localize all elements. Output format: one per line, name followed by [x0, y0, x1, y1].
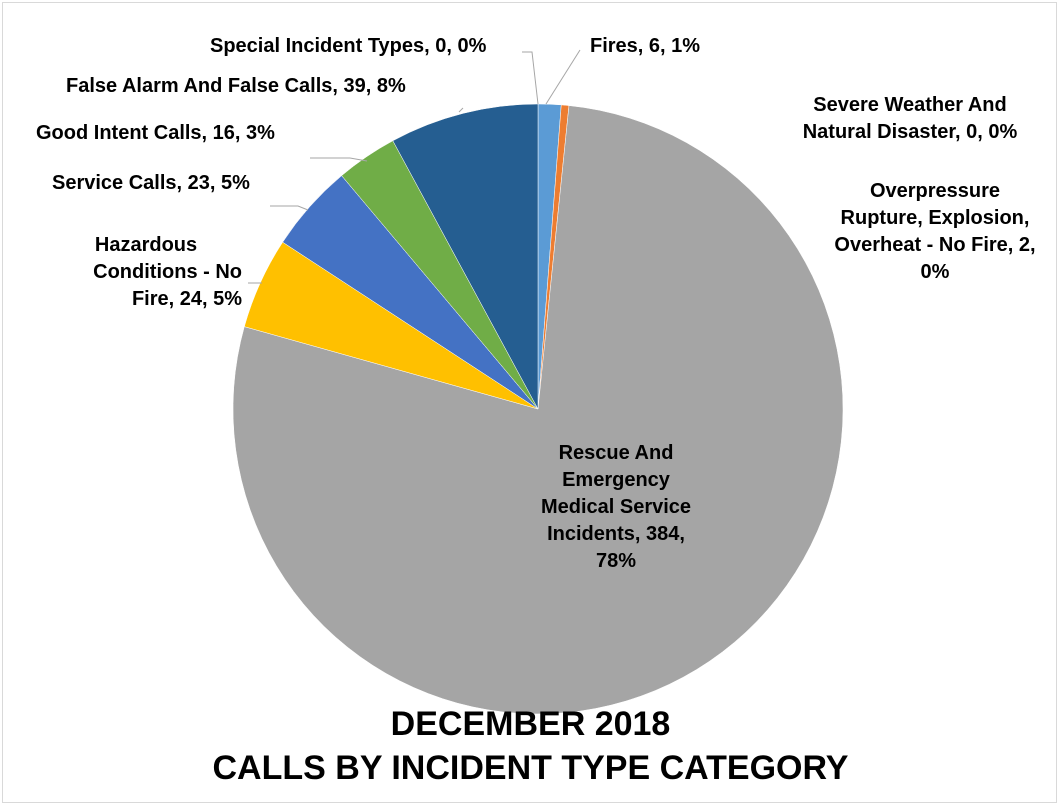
- chart-title-line-1: DECEMBER 2018: [390, 705, 671, 743]
- label-line: Conditions - No: [93, 261, 242, 283]
- leader-line-fires: [545, 49, 581, 105]
- label-line: Fire, 24, 5%: [131, 288, 242, 310]
- label-service-calls: Service Calls, 23, 5%: [52, 172, 250, 194]
- leader-line-service: [270, 205, 309, 211]
- label-line: Severe Weather And: [813, 94, 1007, 116]
- label-line: 78%: [595, 550, 637, 572]
- label-line: Rescue And: [558, 442, 674, 464]
- leader-line-false-alarm: [458, 107, 464, 113]
- label-hazardous: Hazardous Conditions - No Fire, 24, 5%: [60, 232, 242, 313]
- pie-slice-rescue-and-emergency-medical-service-incidents: [232, 105, 844, 715]
- label-line: Overheat - No Fire, 2,: [834, 234, 1036, 256]
- label-special-incident: Special Incident Types, 0, 0%: [210, 35, 487, 57]
- label-false-alarm: False Alarm And False Calls, 39, 8%: [66, 75, 406, 97]
- label-line: 0%: [920, 261, 950, 283]
- label-line: Hazardous: [94, 234, 198, 256]
- chart-title-line-2: CALLS BY INCIDENT TYPE CATEGORY: [212, 749, 849, 787]
- label-line: Overpressure: [869, 180, 1001, 202]
- leader-line-special: [522, 51, 539, 105]
- pie-slices: [232, 103, 844, 715]
- label-line: Rupture, Explosion,: [840, 207, 1030, 229]
- label-line: Incidents, 384,: [547, 523, 685, 545]
- label-fires: Fires, 6, 1%: [590, 35, 701, 57]
- pie-slice-false-alarm-and-false-calls: [392, 103, 539, 410]
- label-overpressure: Overpressure Rupture, Explosion, Overhea…: [815, 178, 1055, 286]
- leader-line-good-intent: [310, 157, 368, 162]
- label-good-intent: Good Intent Calls, 16, 3%: [36, 122, 275, 144]
- label-line: Emergency: [562, 469, 670, 491]
- label-line: Natural Disaster, 0, 0%: [802, 121, 1018, 143]
- label-rescue-ems: Rescue And Emergency Medical Service Inc…: [500, 440, 732, 575]
- leader-lines: [248, 49, 581, 284]
- label-line: Medical Service: [540, 496, 692, 518]
- label-severe-weather: Severe Weather And Natural Disaster, 0, …: [760, 92, 1060, 146]
